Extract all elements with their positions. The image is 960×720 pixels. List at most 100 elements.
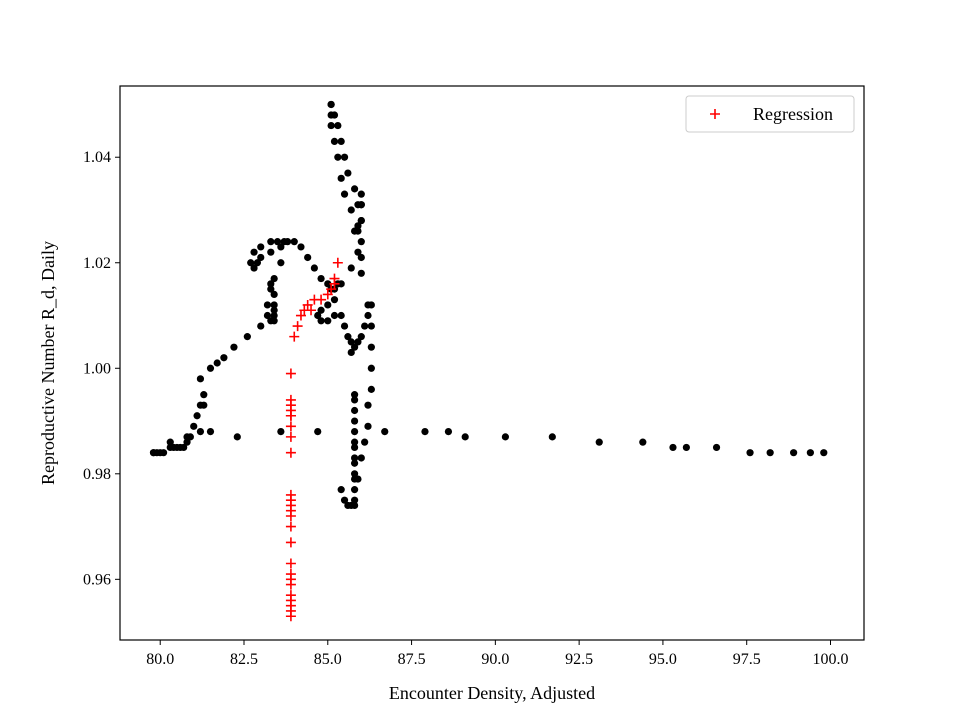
data-point	[166, 438, 174, 446]
data-point	[340, 496, 349, 504]
data-point	[347, 338, 355, 346]
data-point	[243, 333, 251, 341]
y-tick-label: 1.04	[83, 149, 111, 166]
x-tick-label: 82.5	[230, 651, 258, 668]
data-point	[304, 253, 312, 262]
data-point	[324, 301, 332, 309]
regression-point	[285, 394, 296, 405]
data-point	[344, 333, 352, 341]
data-point	[190, 422, 198, 430]
regression-point	[285, 537, 296, 548]
data-point	[257, 322, 265, 330]
data-point	[682, 443, 690, 452]
plot-frame	[119, 85, 865, 641]
y-tick-label: 0.98	[83, 466, 111, 483]
data-point	[206, 427, 215, 436]
x-tick-label: 95.0	[649, 651, 677, 668]
data-point	[257, 253, 265, 262]
data-point	[361, 322, 369, 330]
data-point	[193, 412, 201, 420]
x-tick-label: 97.5	[733, 651, 761, 668]
regression-point	[302, 299, 313, 310]
regression-point	[285, 431, 296, 442]
data-point	[257, 243, 265, 251]
regression-point	[306, 305, 317, 316]
data-point	[461, 433, 469, 441]
regression-point	[285, 569, 296, 580]
x-tick-label: 92.5	[565, 651, 593, 668]
x-axis-ticks: 80.0 82.5 85.0 87.5 90.0 92.5 95.0 97.5 100.0	[146, 640, 848, 668]
data-point	[283, 238, 292, 246]
data-point	[354, 338, 362, 346]
data-point	[317, 274, 325, 283]
regression-point	[322, 289, 333, 300]
legend-plus-mark	[710, 109, 720, 119]
data-point	[344, 169, 352, 177]
data-point	[337, 137, 345, 145]
data-point	[247, 259, 255, 267]
y-axis-label: Reproductive Number R_d, Daily	[38, 241, 58, 485]
data-point	[357, 269, 365, 277]
data-point	[350, 343, 359, 351]
legend-label-regression: Regression	[753, 104, 833, 124]
data-point	[361, 438, 369, 446]
data-point	[712, 443, 721, 452]
data-point	[183, 438, 191, 446]
data-point	[270, 311, 278, 320]
data-point	[350, 427, 359, 436]
data-point	[766, 449, 774, 457]
x-tick-label: 90.0	[481, 651, 509, 668]
data-point	[350, 486, 359, 494]
data-point	[350, 417, 359, 425]
data-point	[327, 121, 335, 130]
data-point	[354, 475, 362, 483]
data-point	[270, 306, 278, 314]
data-point	[357, 216, 365, 225]
data-point	[270, 301, 278, 309]
regression-point	[285, 421, 296, 432]
data-point	[327, 100, 335, 109]
data-point	[820, 449, 828, 457]
data-point	[270, 317, 278, 325]
y-tick-label: 1.00	[83, 360, 111, 377]
data-point	[340, 322, 349, 330]
data-point	[806, 449, 814, 457]
data-point	[317, 306, 325, 314]
data-point	[330, 137, 339, 145]
data-point	[310, 264, 318, 272]
data-point	[196, 401, 205, 409]
plot-marks	[149, 100, 828, 622]
data-point	[330, 111, 339, 119]
data-point	[250, 248, 258, 256]
data-point	[267, 280, 275, 288]
data-point	[334, 121, 342, 130]
data-point	[501, 433, 510, 441]
data-point	[267, 248, 275, 256]
data-point	[166, 443, 174, 452]
data-point	[639, 438, 647, 446]
regression-point	[326, 284, 337, 295]
data-point	[337, 174, 345, 182]
data-point	[149, 449, 158, 457]
data-point	[421, 427, 429, 436]
data-point	[200, 391, 208, 399]
data-point	[270, 290, 278, 299]
x-tick-label: 87.5	[398, 651, 426, 668]
data-point	[347, 206, 355, 214]
regression-point	[292, 321, 303, 332]
data-point	[357, 333, 365, 341]
regression-point	[285, 447, 296, 458]
data-point	[263, 301, 272, 309]
data-point	[357, 253, 365, 262]
data-point	[290, 238, 298, 246]
regression-point	[332, 257, 343, 268]
regression-point	[289, 331, 300, 342]
data-point	[267, 285, 275, 293]
data-point	[357, 190, 365, 198]
data-point	[367, 364, 375, 372]
x-tick-label: 85.0	[314, 651, 342, 668]
data-point	[273, 238, 282, 246]
x-axis-label: Encounter Density, Adjusted	[389, 683, 595, 703]
x-tick-label: 80.0	[146, 651, 174, 668]
